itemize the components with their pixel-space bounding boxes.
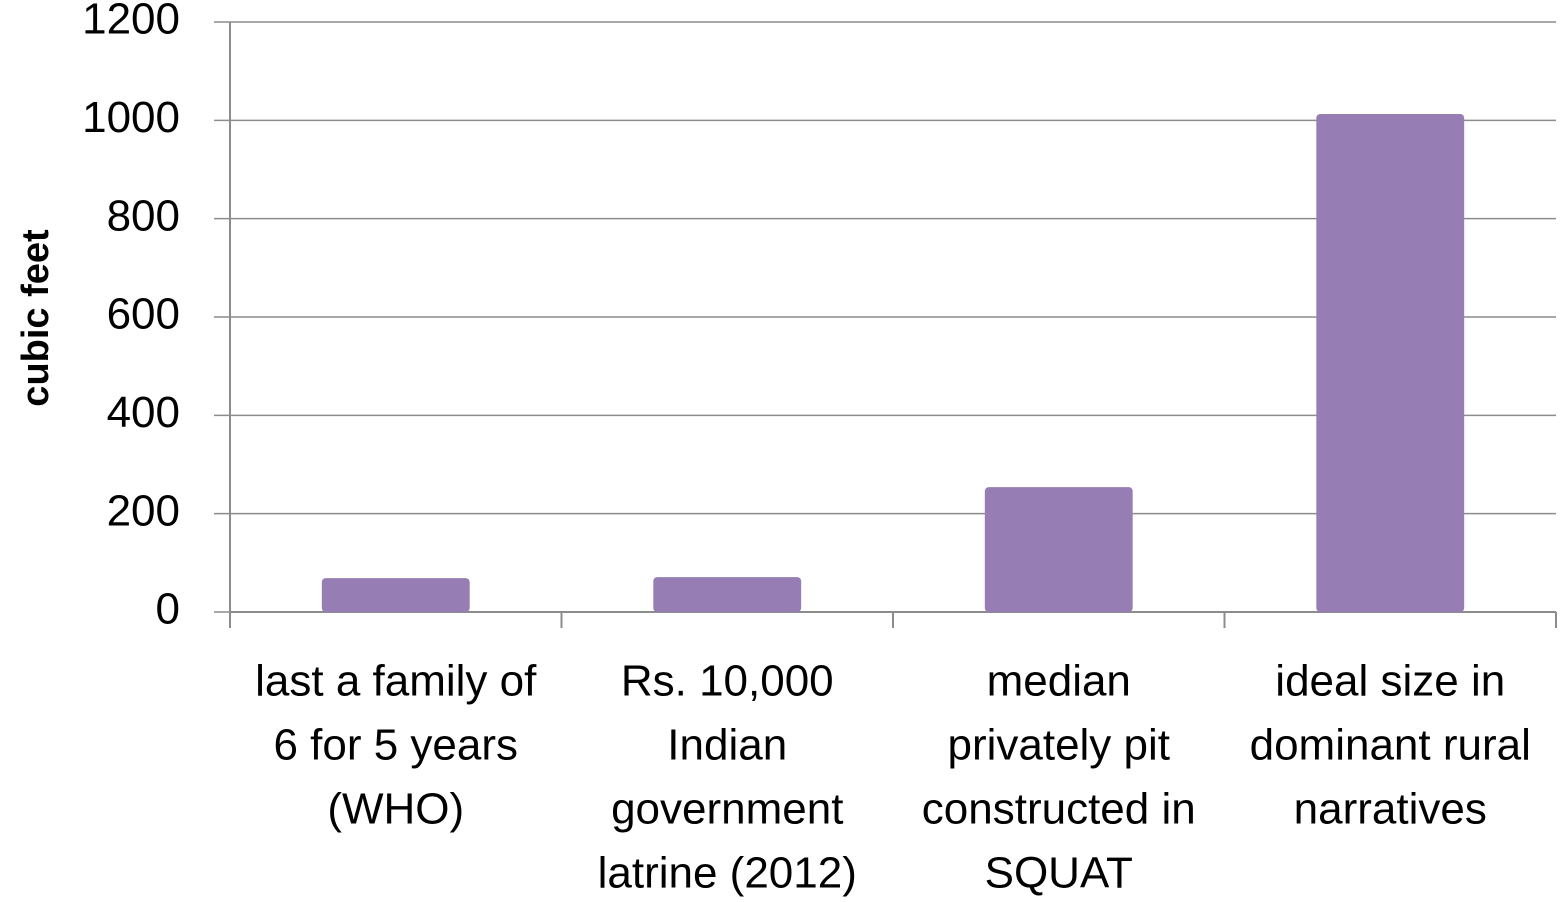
x-tick-label: last a family of [255,657,537,706]
x-tick-label: privately pit [947,721,1170,770]
bar [1316,113,1465,613]
x-tick-label: median [987,657,1131,706]
x-tick-label: latrine (2012) [598,849,857,898]
x-tick-label: government [611,785,843,834]
y-tick-label: 400 [107,388,180,437]
bar [653,577,802,612]
x-tick-label: Rs. 10,000 [621,657,834,706]
y-tick-label: 1000 [82,93,180,142]
y-tick-label: 0 [156,585,180,634]
x-tick-label: constructed in [922,785,1196,834]
x-tick-label: 6 for 5 years [273,721,518,770]
y-axis-label: cubic feet [15,229,57,407]
x-tick-label: ideal size in [1275,657,1505,706]
y-tick-label: 200 [107,486,180,535]
y-tick-label: 600 [107,290,180,339]
y-tick-label: 1200 [82,0,180,44]
x-tick-label: SQUAT [985,849,1133,898]
x-tick-label: Indian [667,721,787,770]
y-tick-label: 800 [107,191,180,240]
x-tick-label: narratives [1294,785,1487,834]
x-tick-label: (WHO) [327,785,464,834]
x-tick-label: dominant rural [1250,721,1531,770]
bar [321,578,470,612]
bar [984,487,1133,612]
